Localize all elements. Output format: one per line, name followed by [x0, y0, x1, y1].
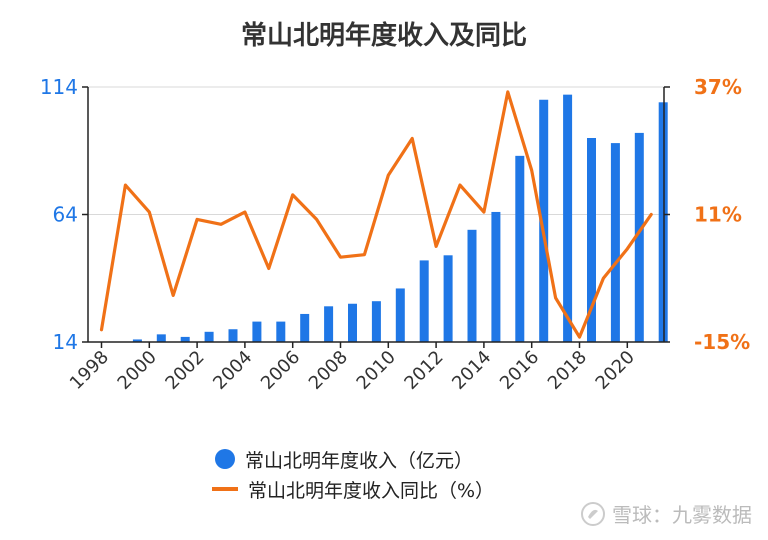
- x-tick-label: 2020: [592, 347, 639, 394]
- y-right-tick-label: 37%: [694, 75, 742, 99]
- bar: [371, 301, 381, 342]
- bar: [180, 336, 190, 342]
- bar: [132, 339, 142, 342]
- x-tick-label: 2018: [544, 347, 591, 394]
- y-axis-left: 114 64 14: [40, 75, 88, 354]
- bar: [156, 334, 166, 342]
- bar: [419, 260, 429, 342]
- bar: [324, 306, 334, 342]
- x-tick-label: 2004: [209, 347, 256, 394]
- bar: [252, 321, 262, 342]
- bar: [634, 132, 644, 342]
- bar: [348, 303, 357, 342]
- bar: [467, 229, 477, 342]
- bar: [228, 329, 238, 342]
- x-tick-label: 2002: [161, 347, 208, 394]
- bar: [539, 99, 549, 342]
- bar: [658, 102, 668, 342]
- x-tick-label: 2016: [496, 347, 543, 394]
- bar: [300, 313, 310, 342]
- y-right-tick-label: 11%: [694, 203, 742, 227]
- y-left-tick-label: 14: [53, 330, 78, 354]
- bar: [491, 211, 501, 342]
- watermark: 雪球：九雾数据: [580, 499, 752, 528]
- bar: [515, 155, 525, 342]
- chart-title: 常山北明年度收入及同比: [241, 20, 527, 51]
- legend-bar-swatch: [215, 449, 235, 469]
- legend-label-yoy: 常山北明年度收入同比（%）: [248, 479, 495, 502]
- line-series: [99, 90, 653, 339]
- x-axis: 1998 2000 2002 2004 2006 2008 2010 2012 2014 2016…: [66, 342, 639, 394]
- y-right-tick-label: -15%: [694, 330, 750, 354]
- bar: [587, 138, 596, 342]
- bar: [276, 321, 286, 342]
- snowball-logo-icon: [581, 501, 605, 526]
- bar: [395, 288, 405, 342]
- bar: [610, 143, 620, 342]
- legend-item-revenue: 常山北明年度收入（亿元）: [212, 444, 494, 474]
- legend-line-swatch: [212, 487, 238, 491]
- x-tick-label: 2014: [448, 347, 495, 394]
- legend-label-revenue: 常山北明年度收入（亿元）: [245, 449, 474, 472]
- watermark-text: 雪球：九雾数据: [612, 503, 752, 527]
- x-tick-label: 2006: [257, 347, 304, 394]
- legend-item-yoy: 常山北明年度收入同比（%）: [212, 474, 494, 504]
- bar: [563, 94, 573, 343]
- yoy-line: [99, 90, 653, 339]
- x-tick-label: 2008: [305, 347, 352, 394]
- y-axis-right: 37% 11% -15%: [664, 75, 750, 354]
- bar: [443, 255, 453, 342]
- legend: 常山北明年度收入（亿元） 常山北明年度收入同比（%）: [212, 444, 494, 504]
- bar: [204, 331, 214, 342]
- x-tick-label: 2000: [114, 347, 161, 394]
- x-tick-label: 2012: [400, 347, 447, 394]
- y-left-tick-label: 64: [53, 203, 78, 227]
- bar-series: [132, 94, 668, 343]
- x-tick-label: 2010: [353, 347, 400, 394]
- y-left-tick-label: 114: [40, 75, 78, 99]
